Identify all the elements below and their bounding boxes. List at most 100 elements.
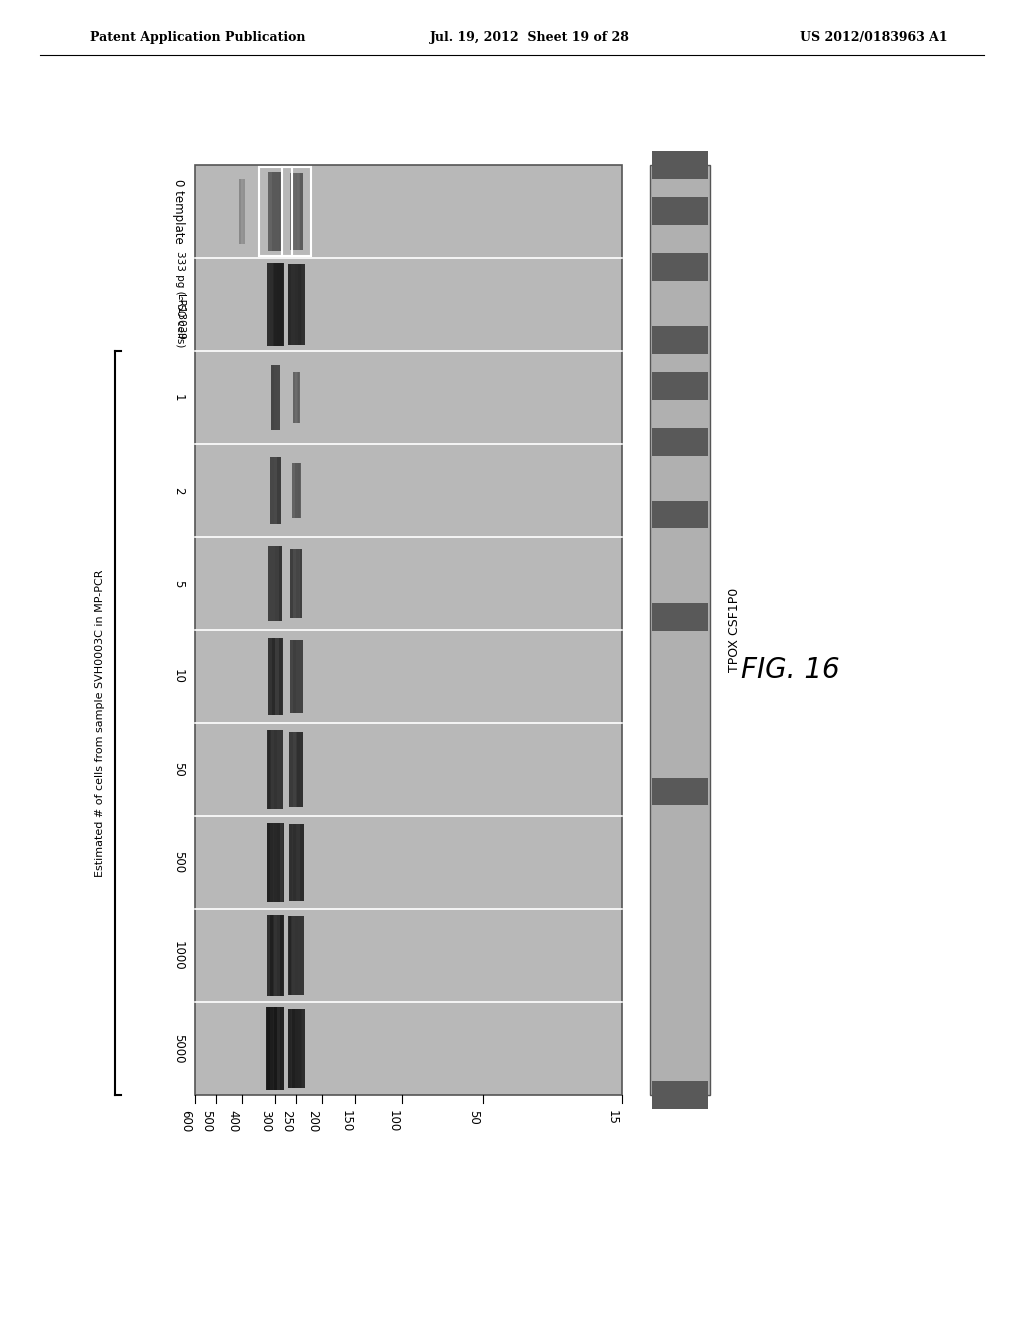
Bar — [652, 603, 708, 631]
Bar — [267, 822, 284, 903]
Bar — [292, 264, 295, 346]
Bar — [267, 730, 283, 809]
Bar — [293, 825, 296, 900]
Bar — [292, 462, 300, 519]
Bar — [298, 264, 301, 346]
Bar — [652, 1081, 708, 1109]
Text: TPOX CSF1P0: TPOX CSF1P0 — [728, 587, 741, 672]
Bar — [295, 1008, 298, 1089]
Bar — [267, 915, 284, 997]
Text: 1: 1 — [172, 393, 185, 401]
Text: 250: 250 — [281, 1110, 293, 1133]
Bar — [273, 263, 276, 346]
Bar — [272, 172, 275, 251]
Bar — [276, 730, 280, 809]
Bar — [652, 372, 708, 400]
Bar — [652, 428, 708, 455]
Bar — [295, 462, 298, 519]
Text: 50: 50 — [467, 1110, 479, 1125]
Bar — [273, 822, 276, 903]
Bar — [290, 640, 293, 713]
Text: 2: 2 — [172, 487, 185, 494]
Bar — [289, 825, 293, 900]
Bar — [267, 730, 270, 809]
Bar — [281, 1007, 284, 1090]
Bar — [295, 372, 297, 424]
Bar — [270, 263, 273, 346]
Bar — [297, 173, 299, 249]
Bar — [281, 822, 284, 903]
Bar — [301, 916, 304, 994]
Bar — [295, 264, 298, 346]
Bar — [288, 1008, 305, 1089]
Bar — [281, 915, 284, 997]
Bar — [270, 730, 273, 809]
Bar — [273, 730, 276, 809]
Bar — [289, 916, 292, 994]
Bar — [239, 180, 245, 244]
Bar — [652, 500, 708, 528]
Bar — [293, 372, 295, 424]
Bar — [295, 916, 298, 994]
Bar — [298, 1008, 301, 1089]
Bar — [290, 173, 293, 249]
Bar — [270, 1007, 273, 1090]
Bar — [297, 549, 299, 618]
Bar — [278, 457, 281, 524]
Bar — [650, 165, 710, 1096]
Text: 5000: 5000 — [172, 1034, 185, 1063]
Bar — [273, 915, 276, 997]
Text: 0 template: 0 template — [172, 180, 185, 244]
Bar — [278, 915, 281, 997]
Bar — [281, 263, 284, 346]
Bar — [267, 822, 270, 903]
Text: LR13039: LR13039 — [175, 293, 185, 339]
Bar — [266, 1007, 284, 1090]
Bar — [269, 457, 281, 524]
Bar — [652, 253, 708, 281]
Bar — [288, 264, 291, 346]
Bar — [270, 915, 273, 997]
Bar — [279, 546, 282, 620]
Bar — [270, 457, 273, 524]
Bar — [275, 546, 279, 620]
Bar — [290, 733, 293, 807]
Bar — [652, 326, 708, 354]
Bar — [288, 264, 305, 346]
Bar — [258, 166, 292, 256]
Bar — [293, 173, 296, 249]
Bar — [268, 639, 271, 714]
Bar — [268, 172, 271, 251]
Bar — [268, 172, 283, 251]
Text: 500: 500 — [172, 851, 185, 874]
Bar — [278, 822, 281, 903]
Bar — [293, 733, 296, 807]
Bar — [268, 639, 283, 714]
Bar — [294, 549, 296, 618]
Bar — [275, 172, 279, 251]
Bar — [281, 730, 283, 809]
Bar — [273, 364, 276, 430]
Bar — [290, 640, 303, 713]
Bar — [297, 640, 299, 713]
Bar — [270, 364, 280, 430]
Bar — [652, 197, 708, 224]
Bar — [276, 364, 280, 430]
Bar — [301, 1008, 304, 1089]
Bar — [267, 263, 284, 346]
Bar — [271, 639, 275, 714]
Bar — [290, 733, 303, 807]
Text: 100: 100 — [386, 1110, 399, 1133]
Bar — [268, 546, 283, 620]
Bar — [299, 549, 302, 618]
Bar — [278, 1007, 281, 1090]
Text: 150: 150 — [340, 1110, 352, 1133]
Bar — [300, 173, 303, 249]
Bar — [266, 1007, 269, 1090]
Bar — [239, 180, 241, 244]
Bar — [291, 549, 302, 618]
Bar — [298, 916, 301, 994]
Bar — [293, 640, 296, 713]
Text: 50: 50 — [172, 762, 185, 777]
Text: 1000: 1000 — [172, 941, 185, 970]
